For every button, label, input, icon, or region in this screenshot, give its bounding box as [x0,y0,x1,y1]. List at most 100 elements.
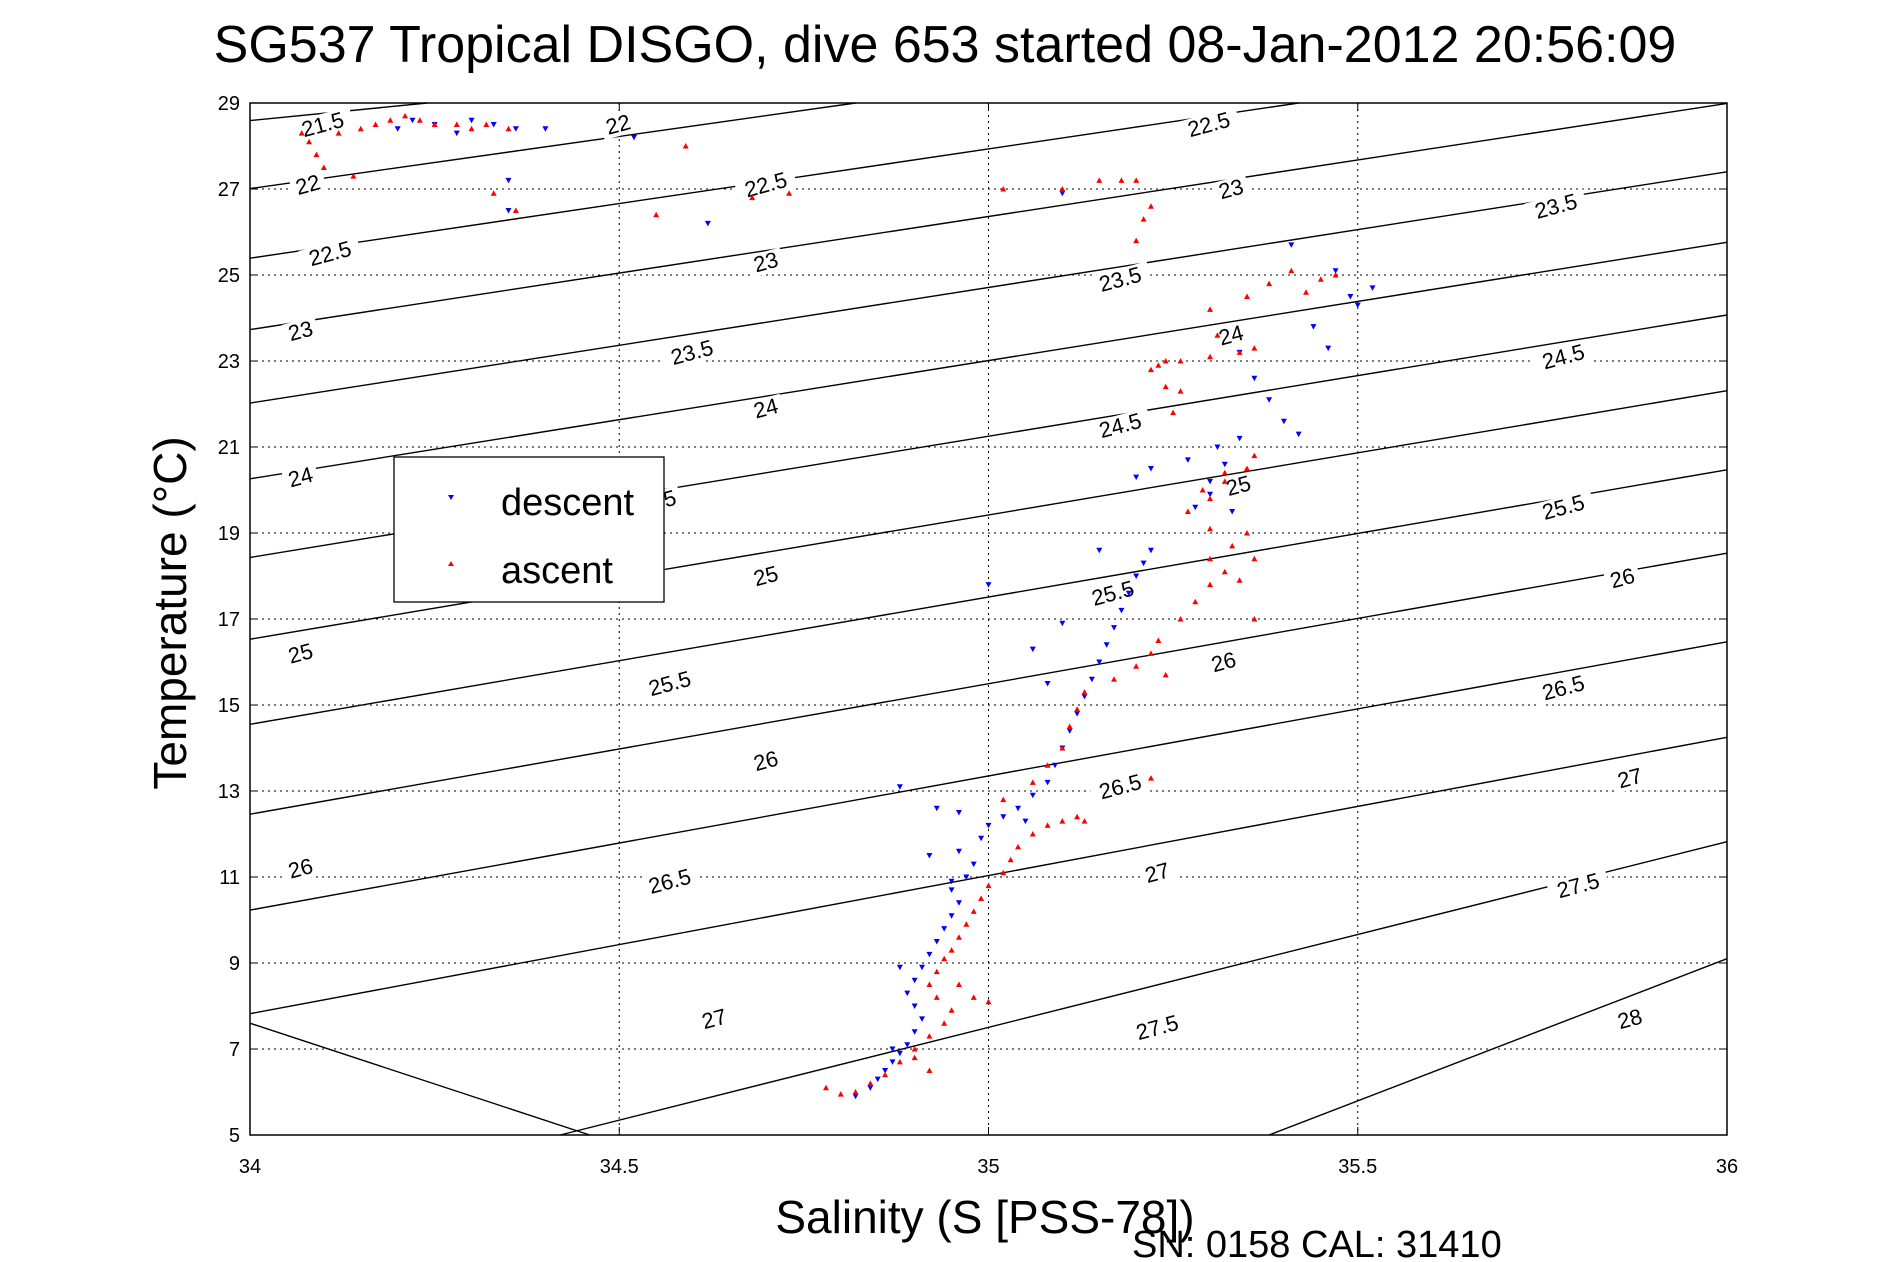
density-contour-label: 23 [1211,174,1251,205]
descent-point [1332,268,1339,274]
ascent-point [1184,508,1191,514]
density-contour-label: 26 [746,746,786,777]
ascent-point [1303,289,1310,295]
descent-point [955,810,962,816]
ascent-point [1147,366,1154,373]
density-contour-label-bg [1211,320,1251,351]
ascent-point [320,164,327,170]
descent-point [911,977,918,984]
descent-point [1140,560,1147,567]
descent-point [904,1042,911,1048]
descent-point [1015,805,1022,812]
y-tick-label: 5 [229,1125,240,1147]
descent-point [941,926,948,932]
descent-point [1066,728,1073,734]
y-tick-label: 21 [218,437,240,459]
ascent-point [955,981,962,987]
chart-title: SG537 Tropical DISGO, dive 653 started 0… [214,16,1677,74]
ascent-point [985,882,992,889]
descent-point [963,874,970,880]
descent-point [1118,607,1125,614]
y-tick-label: 23 [218,351,240,373]
density-contour-label-bg [288,170,328,201]
descent-point [1103,642,1110,648]
ascent-point [1243,530,1250,536]
density-contour-line [249,641,1728,911]
ascent-point [1162,671,1169,678]
ascent-point [453,121,460,127]
ascent-point [505,125,512,132]
descent-point [1029,646,1036,653]
density-contour-label-bg [1531,669,1596,707]
ascent-point [933,968,940,975]
ascent-point [1000,869,1007,876]
descent-point [896,1050,903,1057]
descent-point [1192,504,1199,511]
ascent-point [1251,345,1258,351]
ascent-point [1221,478,1228,484]
descent-point [1059,620,1066,627]
descent-point [1354,302,1361,309]
ascent-point [882,1071,889,1078]
density-contour-line [560,841,1728,1136]
descent-point [919,1016,926,1022]
ascent-point [941,1020,948,1026]
descent-point [919,964,926,971]
ascent-point [1207,495,1214,502]
descent-point [1280,418,1287,425]
density-contour-label-bg [746,247,786,278]
ascent-point [1243,293,1250,299]
density-contour-label-bg [1524,188,1588,226]
descent-point [490,122,497,128]
ascent-point [948,947,955,953]
descent-point [911,1003,918,1009]
density-contour-label-bg [638,665,702,703]
descent-point [1207,491,1214,498]
density-contour-line [249,1022,590,1136]
ascent-point [1074,706,1081,712]
descent-point [704,220,711,227]
density-contour-label: 26 [281,853,320,884]
ascent-point [1236,349,1243,355]
ascent-point [1266,280,1273,287]
ascent-point [1140,216,1147,222]
density-contour-label-bg [746,561,786,592]
descent-point [1147,547,1154,554]
density-contour-label: 23.5 [1088,261,1153,299]
ascent-point [1081,818,1088,824]
descent-point [1096,547,1103,554]
density-contour-label-bg [298,235,362,273]
descent-point [1147,466,1154,472]
ascent-point [357,125,364,132]
descent-point [1310,324,1317,330]
ascent-point [978,895,985,901]
descent-point [505,177,512,184]
descent-point [631,134,638,141]
ascent-point [1207,306,1214,312]
density-contour-label: 25 [746,561,786,592]
descent-point [904,990,911,997]
density-contour-line [249,552,1728,815]
descent-point [1236,435,1243,442]
density-contour-label-bg [281,462,320,493]
ascent-point [941,955,948,962]
ascent-point [387,117,394,123]
ascent-point [1207,353,1214,360]
density-contour-label: 23 [281,316,320,347]
density-contour-label: 26 [1204,647,1244,678]
ascent-point [1288,267,1295,274]
x-axis-ticks: 34 34.5 35 35.5 36 [239,103,1738,1178]
ascent-point [933,994,940,1000]
ascent-point [1000,796,1007,803]
descent-point [1133,474,1140,481]
density-contour-label-bg [1531,338,1596,376]
legend-descent-marker [448,495,454,500]
density-contour-label-bg [291,106,355,144]
descent-point [911,1029,918,1035]
ascent-point [1221,469,1228,476]
ascent-point [468,125,475,132]
ascent-point [1207,525,1214,532]
y-tick-label: 15 [218,695,240,717]
density-contour-label-bg [1531,489,1596,527]
density-contour-label: 22 [598,109,638,140]
